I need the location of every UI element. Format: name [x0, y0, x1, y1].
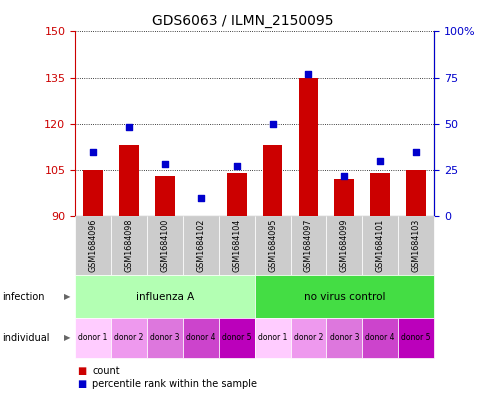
- Text: GSM1684102: GSM1684102: [196, 219, 205, 272]
- Point: [376, 158, 383, 164]
- Point: [125, 124, 133, 130]
- Bar: [83, 170, 103, 216]
- Text: ■: ■: [77, 379, 87, 389]
- Text: GSM1684101: GSM1684101: [375, 219, 384, 272]
- Bar: [155, 176, 174, 216]
- Point: [411, 148, 419, 154]
- Text: donor 5: donor 5: [222, 334, 251, 342]
- Text: percentile rank within the sample: percentile rank within the sample: [92, 379, 257, 389]
- Point: [304, 71, 312, 77]
- Point: [89, 148, 97, 154]
- Text: GDS6063 / ILMN_2150095: GDS6063 / ILMN_2150095: [151, 14, 333, 28]
- Text: GSM1684104: GSM1684104: [232, 219, 241, 272]
- Text: GSM1684103: GSM1684103: [411, 219, 420, 272]
- Text: influenza A: influenza A: [136, 292, 194, 302]
- Text: GSM1684099: GSM1684099: [339, 219, 348, 272]
- Text: ▶: ▶: [63, 334, 70, 342]
- Text: donor 2: donor 2: [293, 334, 322, 342]
- Bar: [370, 173, 389, 216]
- Text: donor 1: donor 1: [257, 334, 287, 342]
- Text: no virus control: no virus control: [303, 292, 384, 302]
- Bar: [334, 179, 353, 216]
- Text: donor 4: donor 4: [365, 334, 394, 342]
- Point: [340, 173, 348, 179]
- Point: [232, 163, 240, 169]
- Text: donor 3: donor 3: [329, 334, 358, 342]
- Bar: [406, 170, 425, 216]
- Text: count: count: [92, 366, 120, 376]
- Text: donor 1: donor 1: [78, 334, 107, 342]
- Bar: [119, 145, 138, 216]
- Bar: [262, 145, 282, 216]
- Text: GSM1684097: GSM1684097: [303, 219, 312, 272]
- Text: GSM1684095: GSM1684095: [268, 219, 276, 272]
- Text: GSM1684100: GSM1684100: [160, 219, 169, 272]
- Text: donor 4: donor 4: [186, 334, 215, 342]
- Text: donor 3: donor 3: [150, 334, 179, 342]
- Text: ■: ■: [77, 366, 87, 376]
- Text: donor 5: donor 5: [401, 334, 430, 342]
- Text: individual: individual: [2, 333, 50, 343]
- Bar: [298, 78, 318, 216]
- Text: infection: infection: [2, 292, 45, 302]
- Point: [161, 161, 168, 167]
- Text: GSM1684098: GSM1684098: [124, 219, 133, 272]
- Text: donor 2: donor 2: [114, 334, 143, 342]
- Point: [197, 195, 204, 201]
- Text: GSM1684096: GSM1684096: [89, 219, 97, 272]
- Point: [268, 121, 276, 127]
- Bar: [227, 173, 246, 216]
- Text: ▶: ▶: [63, 292, 70, 301]
